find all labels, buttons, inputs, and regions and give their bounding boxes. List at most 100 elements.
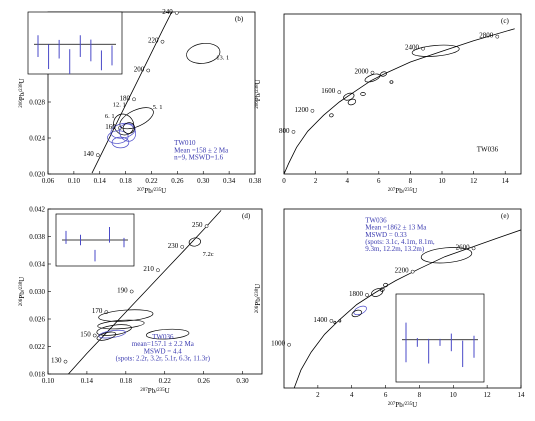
panel-label: (c) <box>501 17 509 25</box>
age-label: 1200 <box>294 106 309 114</box>
error-ellipse <box>360 92 366 96</box>
age-label: 2400 <box>405 44 420 52</box>
y-axis-label: 206Pb/238U <box>18 277 26 306</box>
x-tick-label: 14 <box>502 177 510 185</box>
age-marker <box>160 39 165 44</box>
error-ellipse <box>333 320 337 324</box>
x-tick-label: 4 <box>345 177 349 185</box>
plot-frame <box>283 208 522 389</box>
plot-area <box>63 210 222 374</box>
panel-d: 0.10 0.14 0.18 0.22 0.26 0.30 0.018 0.022 0.026 0… <box>18 206 263 395</box>
age-label: 1400 <box>313 316 328 324</box>
x-tick-label: 0.34 <box>223 177 236 185</box>
error-ellipse <box>379 287 385 292</box>
x-tick-label: 0 <box>282 177 286 185</box>
age-marker <box>287 342 291 347</box>
age-label: 180 <box>120 94 131 102</box>
age-marker <box>129 289 134 294</box>
error-ellipse <box>107 130 129 144</box>
spot-label: 12. 1 <box>113 102 126 109</box>
x-tick-label: 14 <box>518 391 526 399</box>
x-tick-label: 0.18 <box>120 377 133 385</box>
age-label: 2000 <box>354 68 369 76</box>
panel-label: (d) <box>242 212 251 220</box>
x-axis-label: 207Pb/235U <box>137 187 166 195</box>
age-label: 230 <box>168 242 179 250</box>
error-ellipse <box>119 107 154 130</box>
concordia-curve <box>284 28 515 174</box>
age-marker <box>410 269 415 274</box>
error-ellipse <box>98 309 154 322</box>
y-tick-label: 0.022 <box>29 343 45 351</box>
y-axis-label: 206Pb/238U <box>254 79 262 108</box>
age-marker <box>180 244 185 249</box>
concordia-curve <box>68 210 222 374</box>
age-marker <box>291 130 296 134</box>
error-ellipse <box>411 44 460 57</box>
annotation-line: TW036 <box>365 216 387 224</box>
y-tick-label: 0.018 <box>29 371 45 379</box>
error-ellipse <box>97 319 145 330</box>
age-marker <box>132 97 136 102</box>
annotation-line: n=9, MSWD=1.6 <box>174 154 223 162</box>
age-label: 1800 <box>349 290 364 298</box>
age-label: 250 <box>192 221 203 229</box>
y-axis-label: 206Pb/238U <box>254 284 262 313</box>
x-tick-label: 0.06 <box>42 177 55 185</box>
annotation-line: TW036 <box>477 145 499 153</box>
x-tick-label: 0.30 <box>197 177 210 185</box>
age-marker <box>337 90 342 94</box>
x-tick-label: 12 <box>484 391 492 399</box>
age-label: 220 <box>148 37 159 45</box>
x-tick-label: 6 <box>377 177 381 185</box>
inset-plot <box>55 213 135 267</box>
panel-c: 0 2 4 6 8 10 12 14 800 1200 1600 2000 2400 2800 (c) TW0… <box>254 13 522 195</box>
y-tick-label: 0.042 <box>29 206 45 214</box>
x-tick-label: 0.14 <box>94 177 107 185</box>
age-marker <box>365 293 369 297</box>
error-ellipse <box>122 122 135 134</box>
error-ellipse <box>343 92 355 101</box>
plot-frame <box>283 13 522 175</box>
age-label: 140 <box>83 150 94 158</box>
panel-label: (b) <box>235 15 244 23</box>
x-axis-label: 207Pb/235U <box>140 387 169 395</box>
x-tick-label: 0.14 <box>81 377 94 385</box>
age-label: 130 <box>51 357 62 365</box>
age-label: 190 <box>117 287 128 295</box>
error-ellipse <box>420 247 473 264</box>
annotation-line: (spots: 2.2r, 3.2r, 5.1r, 6.3r, 11.3r) <box>116 355 211 363</box>
inset-frame <box>27 11 123 75</box>
age-marker <box>174 12 179 15</box>
annotation-line: (spots: 3.1c, 4.1m, 8.1m, <box>365 238 435 246</box>
age-label: 150 <box>80 331 91 339</box>
age-marker <box>63 359 68 364</box>
panel-e: 2 4 6 8 10 12 14 1000 1400 1800 2200 2600 (e) TW036Me… <box>254 208 526 409</box>
annotation-line: Mean =158 ± 2 Ma <box>174 146 229 154</box>
age-label: 240 <box>162 8 173 16</box>
x-tick-label: 8 <box>409 177 413 185</box>
x-tick-label: 0.10 <box>68 177 81 185</box>
error-ellipse <box>329 113 334 118</box>
age-label: 160 <box>105 123 116 131</box>
y-tick-label: 0.026 <box>29 316 45 324</box>
age-label: 200 <box>134 66 145 74</box>
error-ellipse <box>351 309 363 318</box>
inset-plot <box>27 11 123 75</box>
x-tick-label: 4 <box>350 391 354 399</box>
x-axis-label: 207Pb/235U <box>388 187 417 195</box>
age-label: 800 <box>279 127 290 135</box>
age-marker <box>92 333 97 338</box>
annotation-line: 9.3m, 12.2m, 13.2m) <box>365 245 425 253</box>
age-marker <box>95 153 100 157</box>
annotation-line: MSWD = 4.4 <box>144 347 182 355</box>
age-marker <box>329 319 334 323</box>
error-ellipse <box>111 136 130 149</box>
age-marker <box>310 108 315 113</box>
age-marker <box>370 70 375 75</box>
error-ellipse <box>338 319 342 323</box>
error-ellipse <box>188 237 202 247</box>
x-tick-label: 0.38 <box>249 177 262 185</box>
x-tick-label: 2 <box>314 177 318 185</box>
annotation-line: MSWD = 0.33 <box>365 231 407 239</box>
